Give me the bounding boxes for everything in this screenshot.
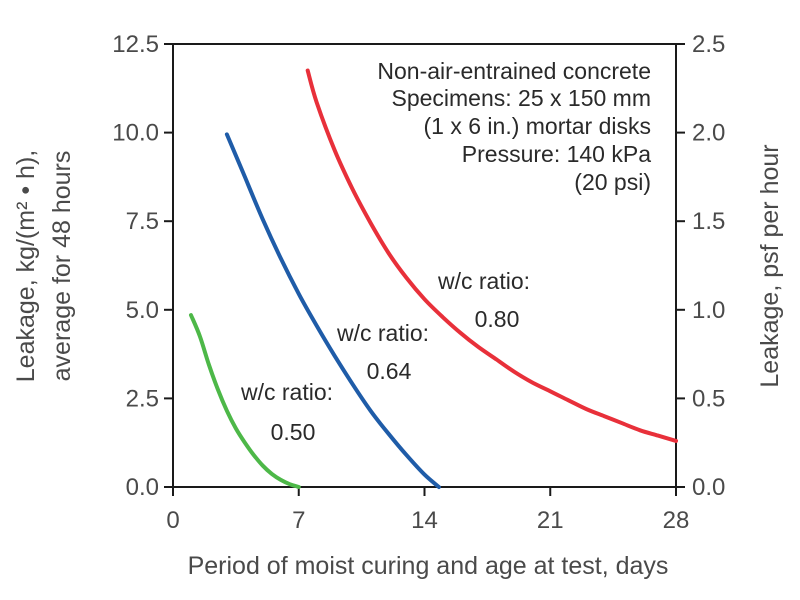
y-ticks-left: 0.0 2.5 5.0 7.5 10.0 12.5 [112,31,173,501]
y-axis-title-left-line2: average for 48 hours [48,151,76,382]
y-tick-label-left: 2.5 [126,385,159,412]
annotation-line: Specimens: 25 x 150 mm [391,85,651,111]
series-label-line1: w/c ratio: [240,379,333,405]
y-tick-label-right: 1.0 [692,297,725,324]
series-label-value: 0.80 [475,306,520,332]
annotation-box: Non-air-entrained concrete Specimens: 25… [377,58,651,195]
x-tick-label: 7 [292,507,305,534]
y-tick-label-right: 2.0 [692,120,725,147]
series-label-value: 0.50 [271,419,316,445]
y-tick-label-left: 0.0 [126,474,159,501]
series-label-value: 0.64 [367,358,412,384]
series-label-064: w/c ratio: 0.64 [336,320,429,384]
y-tick-label-left: 12.5 [112,31,159,58]
series-line-2 [305,68,678,443]
x-tick-label: 28 [663,507,690,534]
y-ticks-right: 0.0 0.5 1.0 1.5 2.0 2.5 [676,31,725,501]
series-label-line1: w/c ratio: [336,320,429,346]
annotation-line: (20 psi) [574,169,651,195]
series-label-line1: w/c ratio: [437,268,530,294]
y-axis-title-right: Leakage, psf per hour [756,144,784,387]
x-tick-label: 0 [166,507,179,534]
y-tick-label-right: 0.0 [692,474,725,501]
y-tick-label-left: 10.0 [112,120,159,147]
annotation-line: Pressure: 140 kPa [462,141,651,167]
series-line-0 [189,313,301,489]
y-tick-label-left: 7.5 [126,208,159,235]
y-axis-title-left-line1: Leakage, kg/(m² • h), [12,150,40,382]
x-axis-title: Period of moist curing and age at test, … [188,552,669,580]
x-tick-label: 21 [537,507,564,534]
y-tick-label-left: 5.0 [126,297,159,324]
series-label-050: w/c ratio: 0.50 [240,379,333,445]
y-tick-label-right: 1.5 [692,208,725,235]
x-ticks: 0 7 14 21 28 [166,487,689,534]
y-tick-label-right: 0.5 [692,385,725,412]
x-tick-label: 14 [411,507,438,534]
series-lines [189,68,678,489]
series-label-080: w/c ratio: 0.80 [437,268,530,332]
annotation-line: (1 x 6 in.) mortar disks [424,113,652,139]
series-line-1 [224,132,441,489]
y-tick-label-right: 2.5 [692,31,725,58]
annotation-line: Non-air-entrained concrete [377,58,651,84]
